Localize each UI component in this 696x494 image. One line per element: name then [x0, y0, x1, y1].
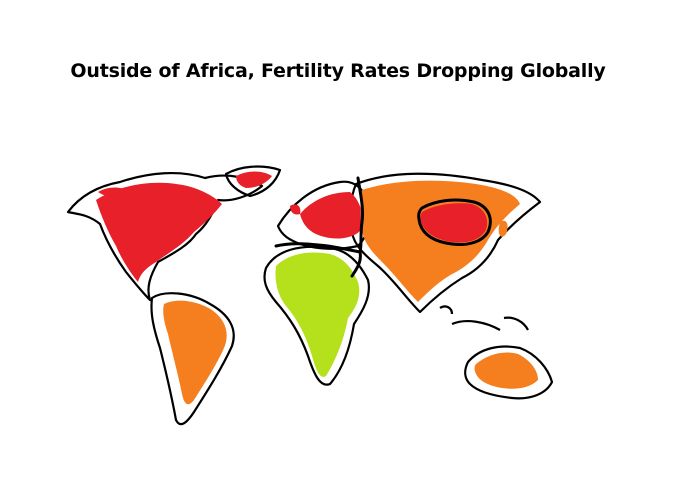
japan-fill: [498, 220, 508, 237]
uk-fill: [290, 204, 301, 215]
map-title: Outside of Africa, Fertility Rates Dropp…: [70, 60, 606, 82]
south-america-fill: [163, 300, 227, 405]
europe-asia-border: [356, 176, 364, 254]
indonesia-outline: [439, 305, 529, 331]
asia-outline: [349, 172, 542, 314]
south-america-outline: [150, 292, 235, 426]
europe-fill: [300, 192, 363, 239]
australia-outline: [464, 345, 554, 400]
australia-fill: [474, 352, 538, 389]
africa-outline: [263, 245, 370, 386]
greenland-fill: [236, 171, 272, 188]
china-border: [417, 198, 492, 246]
north-america-outline: [66, 171, 264, 302]
alaska-fill: [98, 187, 130, 198]
north-america-fill: [96, 182, 222, 282]
africa-fill: [275, 252, 360, 377]
greenland-outline: [224, 165, 282, 198]
mediterranean-border: [274, 242, 362, 278]
china-fill: [420, 203, 488, 243]
